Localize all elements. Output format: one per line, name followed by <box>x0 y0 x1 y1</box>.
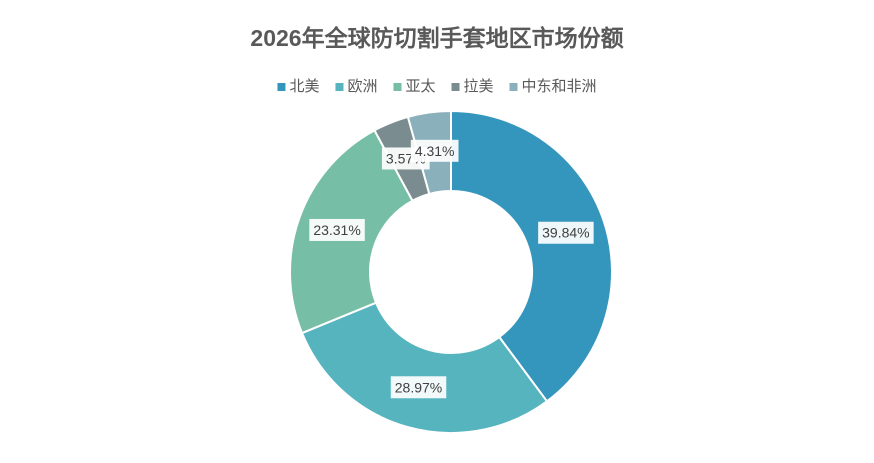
data-label: 4.31% <box>415 143 455 159</box>
legend-swatch <box>277 83 286 91</box>
donut-slice <box>450 109 613 403</box>
legend-label: 欧洲 <box>347 78 377 95</box>
donut-slice <box>300 301 549 434</box>
data-label-box <box>390 376 447 399</box>
data-label: 23.31% <box>313 222 360 238</box>
legend-label: 拉美 <box>464 78 494 95</box>
legend-label: 中东和非洲 <box>522 78 597 95</box>
legend-swatch <box>393 83 402 91</box>
data-label-box <box>309 218 365 241</box>
legend-label: 亚太 <box>405 78 435 95</box>
data-label: 28.97% <box>395 379 442 395</box>
data-label-box <box>538 221 594 244</box>
data-label-box <box>410 139 459 162</box>
chart-title: 2026年全球防切割手套地区市场份额 <box>250 25 623 51</box>
data-label: 39.84% <box>542 225 589 241</box>
legend-swatch <box>335 83 344 91</box>
legend-label: 北美 <box>289 78 319 95</box>
legend: 北美 欧洲 亚太 拉美 中东和非洲 <box>277 78 597 95</box>
legend-swatch <box>451 83 460 91</box>
legend-swatch <box>509 83 518 91</box>
